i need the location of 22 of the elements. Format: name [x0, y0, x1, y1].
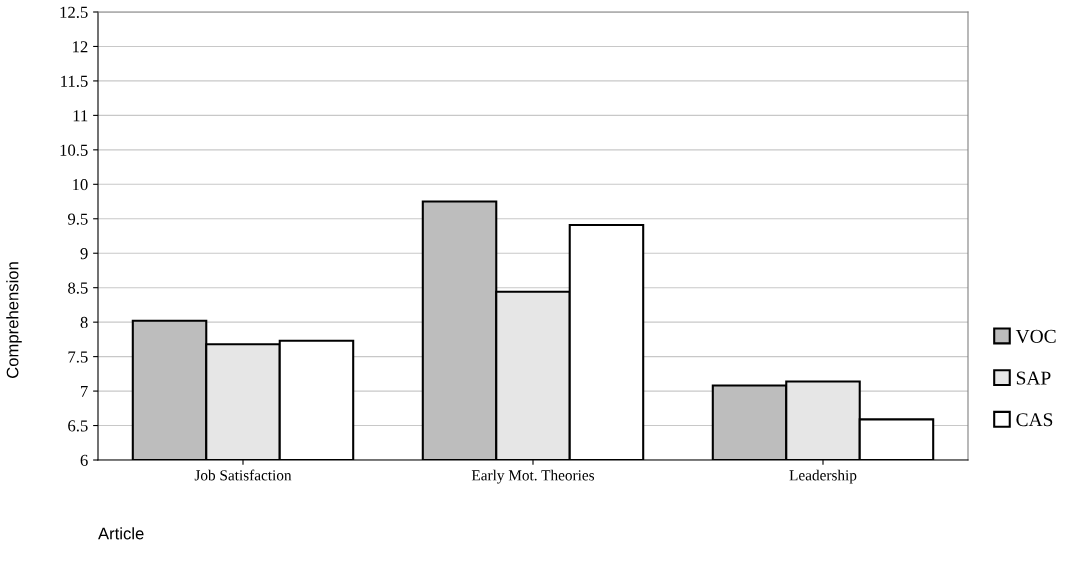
y-tick-label: 8.5 [68, 282, 88, 294]
y-tick-label: 8 [80, 316, 88, 329]
y-tick-label: 7 [81, 385, 88, 397]
y-axis-title: Comprehension [6, 262, 22, 378]
y-tick-label: 9.5 [67, 213, 88, 225]
x-tick-label: Early Mot. Theories [471, 469, 595, 484]
y-tick-label: 10 [73, 179, 88, 191]
legend-label: CAS [1016, 413, 1053, 427]
x-axis-title: Article [98, 527, 144, 540]
y-tick-label: 11 [73, 110, 88, 122]
y-tick-label: 10.5 [60, 144, 88, 156]
legend-label: VOC [1015, 329, 1056, 344]
y-tick-label: 9 [80, 247, 88, 260]
y-tick-label: 6.5 [68, 420, 88, 432]
y-tick-label: 11.5 [61, 75, 88, 87]
y-tick-label: 6 [80, 454, 88, 466]
y-tick-label: 7.5 [68, 351, 88, 363]
y-tick-label: 12 [73, 41, 88, 53]
x-tick-label: Job Satisfaction [194, 469, 292, 481]
x-tick-label: Leadership [789, 469, 857, 484]
y-tick-label: 12.5 [60, 6, 88, 19]
legend-label: SAP [1016, 371, 1051, 385]
